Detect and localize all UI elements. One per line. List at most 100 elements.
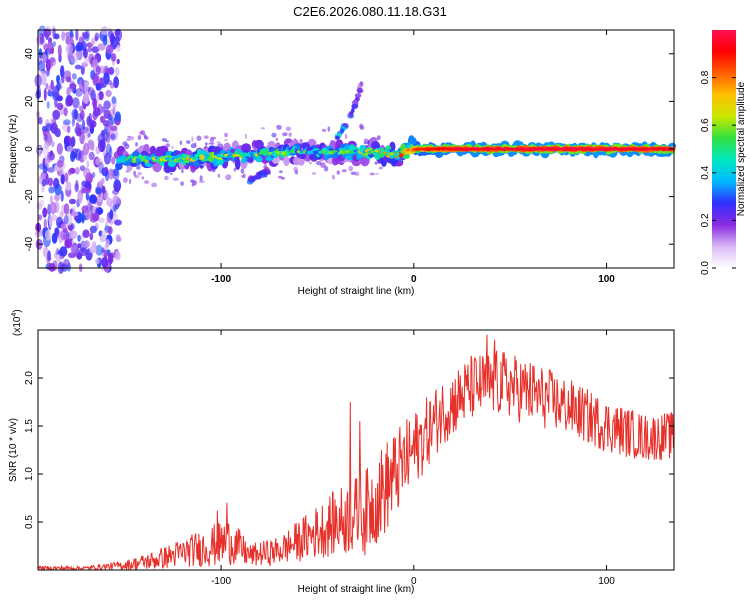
noise-blob	[56, 81, 61, 92]
noise-blob	[115, 28, 123, 42]
noise-blob	[104, 68, 112, 75]
signal-halo-dot	[144, 136, 149, 140]
signal-blob	[140, 150, 148, 157]
signal-halo-dot	[225, 174, 232, 181]
noise-blob	[82, 93, 90, 105]
signal-halo-dot	[321, 129, 327, 132]
noise-blob	[89, 232, 94, 241]
signal-halo-dot	[309, 161, 312, 165]
noise-blob	[47, 177, 54, 187]
noise-blob	[81, 211, 85, 224]
signal-halo-dot	[208, 142, 215, 145]
noise-blob	[101, 257, 109, 268]
noise-blob	[66, 125, 71, 134]
noise-blob	[114, 219, 122, 226]
signal-halo-dot	[341, 169, 347, 173]
noise-blob	[83, 31, 89, 40]
signal-halo-dot	[344, 133, 347, 140]
signal-halo-dot	[217, 143, 224, 148]
noise-blob	[81, 187, 90, 194]
noise-blob	[57, 44, 62, 57]
noise-blob	[82, 142, 90, 156]
snr-y-multiplier-exponent: 4	[11, 313, 18, 317]
noise-blob	[41, 179, 47, 187]
noise-blob	[65, 181, 72, 191]
noise-blob	[37, 214, 43, 221]
signal-halo-dot	[135, 142, 139, 147]
noise-blob	[98, 161, 104, 174]
noise-blob	[74, 182, 79, 193]
upper-branch-blob	[349, 114, 353, 118]
noise-blob	[37, 60, 46, 72]
snr-frame	[37, 329, 675, 571]
noise-blob	[43, 28, 52, 38]
signal-halo-dot	[169, 172, 173, 175]
noise-blob	[81, 41, 87, 52]
signal-halo-dot	[260, 127, 265, 130]
snr-panel: -100 0 100 0.5 1.0 1.5 2.0 Height of straight…	[8, 309, 675, 595]
signal-halo-dot	[137, 171, 143, 176]
noise-blob	[103, 191, 110, 200]
signal-halo-dot	[140, 130, 146, 136]
noise-blob	[86, 160, 90, 168]
signal-halo-dot	[161, 138, 167, 142]
signal-halo-dot	[324, 165, 329, 172]
noise-blob	[43, 218, 47, 229]
noise-blob	[107, 252, 114, 264]
noise-blob	[89, 225, 97, 234]
signal-halo-dot	[129, 178, 131, 185]
lower-branch-blob	[251, 176, 258, 181]
noise-blob	[54, 193, 60, 202]
signal-halo-dot	[354, 171, 360, 177]
noise-blob	[85, 210, 90, 221]
signal-halo-dot	[189, 179, 195, 183]
lower-branch-blob	[256, 171, 263, 176]
noise-blob	[110, 125, 118, 131]
noise-blob	[79, 165, 86, 172]
noise-blob	[108, 30, 114, 39]
colorbar-ticks: 0.0 0.2 0.4 0.6 0.8	[700, 70, 736, 275]
noise-blob	[101, 247, 105, 253]
signal-halo-dot	[179, 140, 183, 145]
snr-y-tick-label: 1.0	[24, 467, 35, 481]
upper-branch-blob	[351, 103, 359, 109]
upper-branch-blob	[335, 135, 339, 139]
noise-blob	[62, 258, 70, 269]
noise-blob	[75, 122, 80, 132]
noise-blob	[103, 249, 108, 260]
noise-blob	[110, 53, 117, 62]
noise-blob	[95, 207, 104, 215]
colorbar-tick-label: 0.4	[700, 165, 711, 179]
noise-blob	[94, 32, 100, 41]
noise-blob	[95, 258, 100, 265]
signal-halo-dot	[137, 134, 142, 140]
noise-blob	[116, 58, 120, 65]
noise-blob	[50, 79, 54, 90]
noise-blob	[71, 117, 75, 127]
noise-blob	[107, 226, 113, 235]
noise-blob	[75, 88, 83, 97]
noise-blob	[105, 143, 112, 155]
noise-blob	[103, 109, 111, 119]
noise-blob	[70, 244, 78, 255]
noise-blob	[113, 76, 119, 89]
noise-blob	[71, 73, 77, 80]
noise-blob	[60, 190, 64, 202]
signal-halo-dot	[181, 168, 184, 174]
spectrogram-x-tick-label: -100	[211, 274, 231, 285]
signal-halo-dot	[134, 174, 139, 179]
noise-blob	[59, 246, 68, 257]
noise-blob	[95, 65, 101, 75]
noise-blob	[74, 64, 82, 70]
spectrogram-y-ticks: -40 -20 0 20 40	[24, 48, 674, 251]
noise-blob	[45, 123, 53, 131]
signal-halo-dot	[359, 125, 365, 130]
colorbar-tick-label: 0.2	[700, 213, 711, 227]
upper-branch-blob	[354, 93, 362, 98]
signal-halo-dot	[126, 138, 132, 141]
noise-blob	[47, 42, 54, 49]
noise-blob	[43, 208, 48, 216]
noise-blob	[63, 233, 68, 240]
noise-blob	[63, 119, 71, 126]
noise-blob	[92, 171, 96, 179]
